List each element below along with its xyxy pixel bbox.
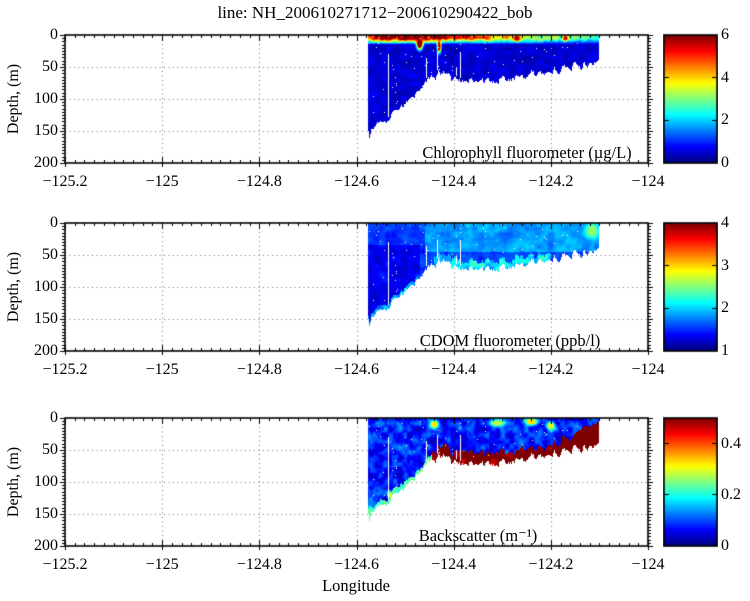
y-tick-label: 0 (50, 409, 58, 426)
colorbar-tick-label: 2 (721, 111, 729, 129)
x-tick-label: −124.6 (333, 361, 380, 378)
y-tick-label: 150 (34, 122, 58, 139)
colorbar-tick-label: 4 (721, 68, 729, 86)
x-tick-label: −124.4 (431, 556, 477, 573)
y-tick-label: 200 (34, 154, 58, 171)
colorbar-tick-label: 3 (721, 256, 729, 274)
y-tick-label: 150 (34, 505, 58, 522)
x-tick-label: −124 (631, 556, 665, 573)
backscatter-heatmap-canvas (57, 410, 656, 554)
y-tick-label: 200 (34, 537, 58, 554)
colorbar-tick-label: 2 (721, 299, 729, 317)
x-tick-label: −124 (631, 173, 665, 190)
x-tick-label: −124.4 (431, 173, 477, 190)
colorbar-tick-label: 4 (721, 214, 729, 231)
colorbar-tick-label: 0 (721, 154, 729, 171)
panel-label-chlorophyll: Chlorophyll fluorometer (µg/L) (422, 143, 632, 162)
y-tick-label: 50 (42, 246, 58, 263)
colorbar-tick-label: 0 (721, 537, 729, 554)
y-tick-label: 50 (42, 58, 58, 75)
backscatter-colorbar-canvas (663, 416, 718, 548)
panel-label-cdom: CDOM fluorometer (ppb/l) (419, 331, 601, 350)
x-axis-label: Longitude (322, 576, 390, 595)
figure-title: line: NH_200610271712−200610290422_bob (217, 3, 533, 22)
y-tick-label: 0 (50, 214, 58, 231)
x-tick-label: −124.4 (431, 361, 477, 378)
y-tick-label: 200 (34, 342, 58, 359)
y-tick-label: 0 (50, 26, 58, 43)
colorbar-tick-label: 1 (721, 342, 729, 359)
x-tick-label: −124.2 (528, 361, 574, 378)
colorbar-tick-label: 0.4 (721, 434, 741, 452)
colorbar-tick-label: 6 (721, 26, 729, 43)
x-tick-label: −125 (145, 173, 179, 190)
x-tick-label: −125.2 (42, 361, 88, 378)
cdom-heatmap-canvas (57, 215, 656, 359)
x-tick-label: −124.6 (333, 173, 380, 190)
x-tick-label: −125.2 (42, 556, 88, 573)
x-tick-label: −125.2 (42, 173, 88, 190)
cdom-colorbar-canvas (663, 221, 718, 353)
x-tick-label: −124.8 (236, 173, 282, 190)
y-tick-label: 50 (42, 441, 58, 458)
x-tick-label: −124.2 (528, 173, 574, 190)
y-tick-label: 100 (34, 278, 58, 295)
x-tick-label: −124.2 (528, 556, 574, 573)
panel-label-backscatter: Backscatter (m⁻¹) (418, 526, 538, 545)
y-tick-label: 150 (34, 310, 58, 327)
x-tick-label: −124.8 (236, 361, 282, 378)
x-tick-label: −125 (145, 361, 179, 378)
chlorophyll-colorbar-canvas (663, 33, 718, 165)
x-tick-label: −124 (631, 361, 665, 378)
x-tick-label: −125 (145, 556, 179, 573)
x-tick-label: −124.6 (333, 556, 380, 573)
chlorophyll-heatmap-canvas (57, 27, 656, 171)
y-tick-label: 100 (34, 90, 58, 107)
y-tick-label: 100 (34, 473, 58, 490)
x-tick-label: −124.8 (236, 556, 282, 573)
colorbar-tick-label: 0.2 (721, 485, 741, 503)
